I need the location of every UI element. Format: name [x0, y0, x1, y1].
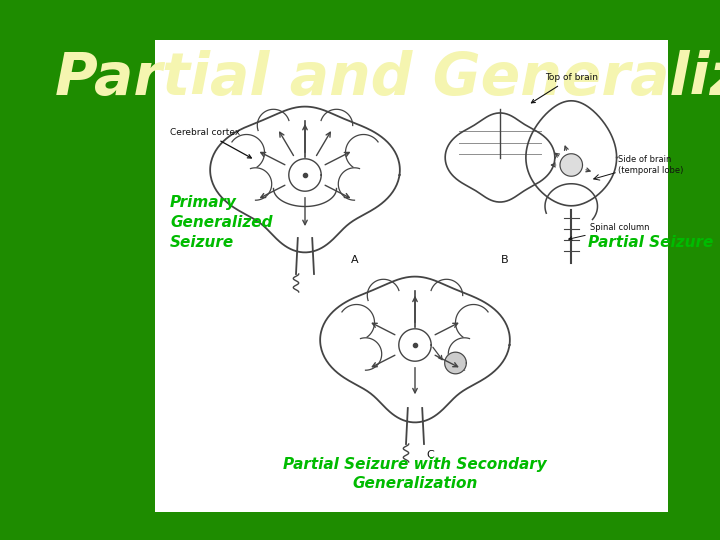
Polygon shape: [526, 101, 616, 206]
Text: Top of brain: Top of brain: [531, 73, 598, 103]
Text: A: A: [351, 255, 359, 265]
Polygon shape: [445, 113, 555, 202]
Text: Partial and Generalized: Partial and Generalized: [55, 50, 720, 107]
Text: Side of brain
(temporal lobe): Side of brain (temporal lobe): [618, 156, 683, 175]
Bar: [155, 40, 668, 512]
Text: Partial Seizure: Partial Seizure: [588, 235, 714, 250]
Polygon shape: [289, 159, 321, 191]
Text: Primary
Generalized
Seizure: Primary Generalized Seizure: [170, 195, 272, 249]
Polygon shape: [445, 352, 467, 374]
Text: Cerebral cortex: Cerebral cortex: [170, 128, 251, 158]
Polygon shape: [210, 106, 400, 252]
Polygon shape: [320, 276, 510, 422]
Polygon shape: [560, 154, 582, 176]
Text: Spinal column: Spinal column: [569, 223, 649, 240]
Polygon shape: [399, 329, 431, 361]
Text: Partial Seizure with Secondary
Generalization: Partial Seizure with Secondary Generaliz…: [283, 457, 547, 491]
Text: B: B: [501, 255, 509, 265]
Text: C: C: [426, 450, 434, 460]
Polygon shape: [545, 184, 598, 219]
